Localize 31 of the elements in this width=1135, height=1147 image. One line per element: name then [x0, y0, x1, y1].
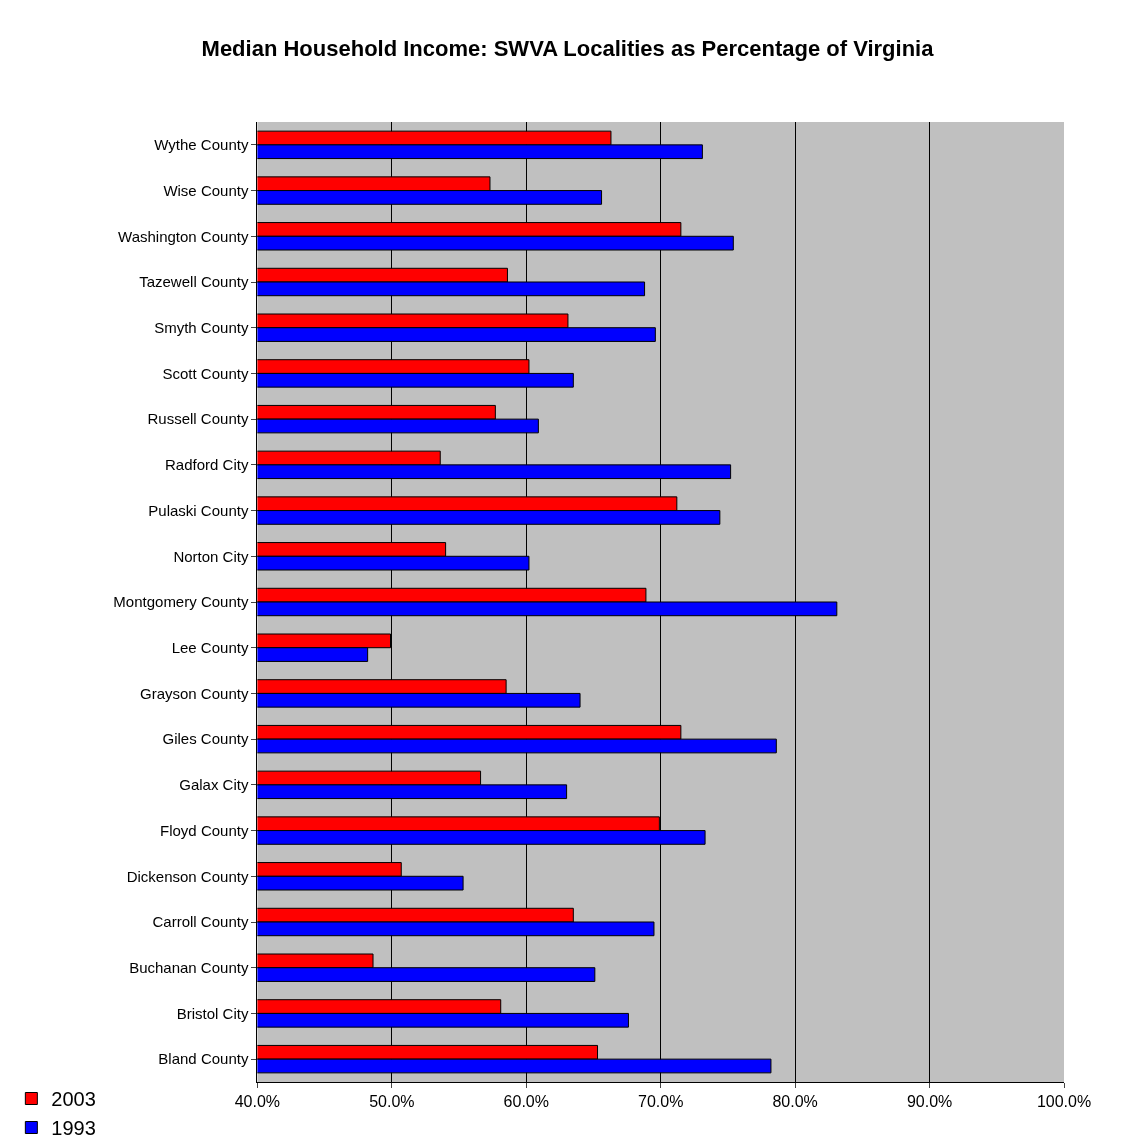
x-tick-label: 50.0%: [369, 1093, 415, 1111]
y-tick-label: Grayson County: [140, 684, 249, 702]
x-tick-label: 60.0%: [503, 1093, 549, 1111]
y-tick-label: Galax City: [179, 776, 249, 794]
y-tick-label: Washington County: [118, 227, 249, 245]
y-tick-label: Dickenson County: [126, 867, 249, 885]
x-tick-label: 90.0%: [906, 1093, 953, 1111]
y-tick-label: Montgomery County: [113, 593, 249, 611]
y-tick-label: Giles County: [162, 730, 249, 748]
y-tick-label: Wise County: [163, 181, 249, 199]
x-tick-label: 70.0%: [638, 1093, 684, 1111]
y-tick-label: Radford City: [165, 456, 249, 474]
y-tick-label: Norton City: [173, 547, 249, 565]
y-tick-label: Floyd County: [160, 821, 249, 839]
y-tick-label: Bland County: [158, 1050, 249, 1068]
x-tick-label: 80.0%: [772, 1093, 818, 1111]
y-tick-label: Pulaski County: [148, 501, 249, 519]
legend-label: 1993: [51, 1117, 96, 1140]
y-tick-label: Lee County: [171, 638, 249, 656]
chart-title: Median Household Income: SWVA Localities as Percentage of Virginia: [201, 35, 935, 61]
y-tick-label: Smyth County: [154, 318, 249, 336]
y-tick-label: Buchanan County: [129, 958, 249, 976]
x-tick-label: 40.0%: [234, 1093, 281, 1111]
y-tick-label: Carroll County: [152, 913, 249, 931]
y-tick-label: Tazewell County: [139, 273, 249, 291]
x-tick-label: 100.0%: [1036, 1093, 1092, 1111]
y-tick-label: Russell County: [147, 410, 249, 428]
legend-label: 2003: [51, 1088, 96, 1111]
y-tick-label: Scott County: [162, 364, 249, 382]
y-tick-label: Wythe County: [154, 136, 249, 154]
y-tick-label: Bristol City: [176, 1004, 249, 1022]
